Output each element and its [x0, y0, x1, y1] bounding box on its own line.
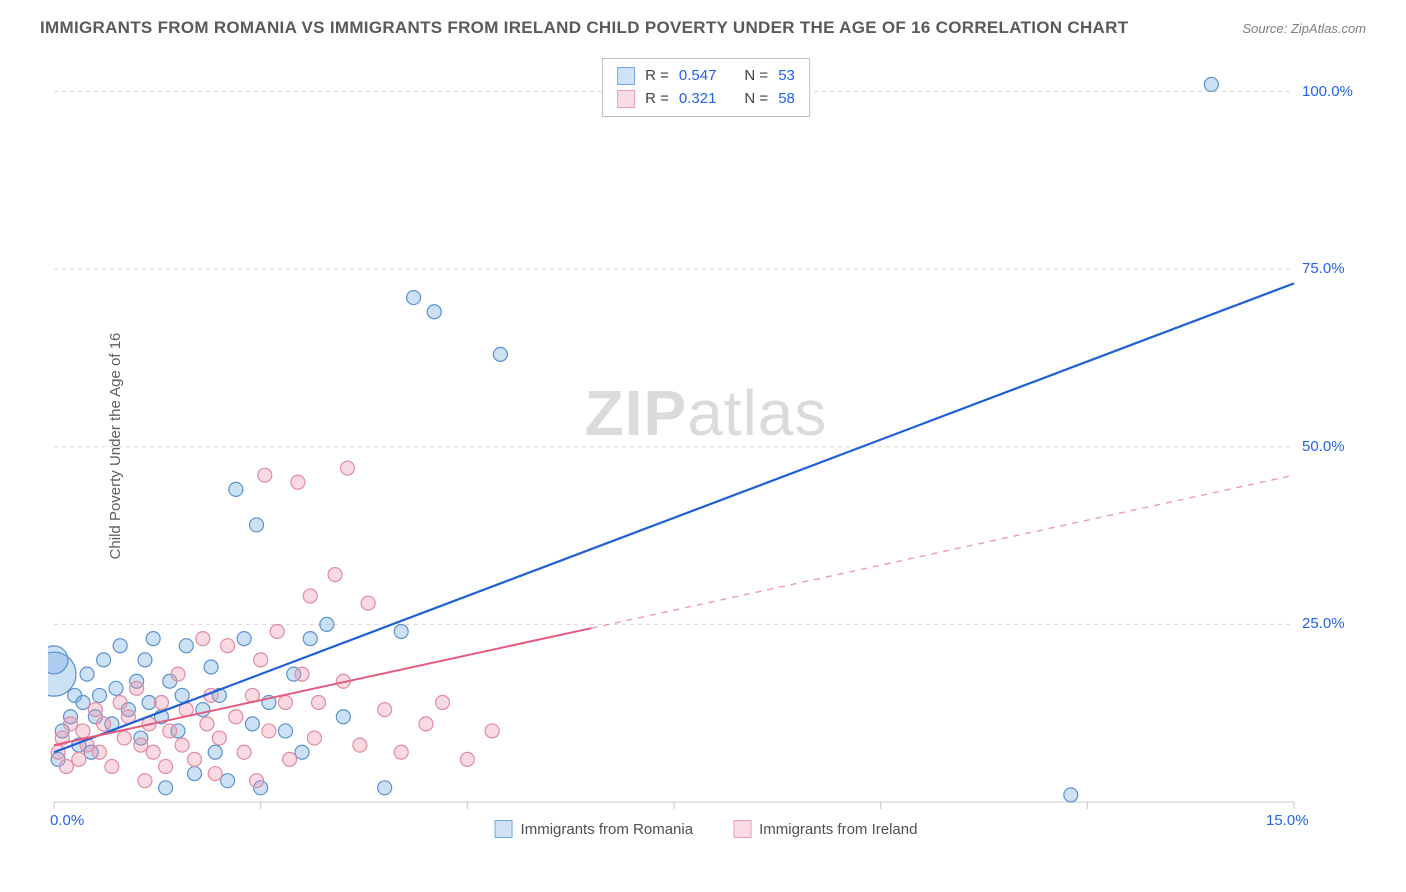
r-value: 0.321: [679, 88, 717, 111]
legend-label: Immigrants from Ireland: [759, 821, 917, 838]
legend-item: Immigrants from Ireland: [733, 820, 917, 838]
x-tick-label: 0.0%: [50, 812, 84, 829]
series-legend: Immigrants from Romania Immigrants from …: [495, 820, 918, 838]
r-label: R =: [645, 65, 669, 88]
swatch-icon: [617, 90, 635, 108]
swatch-icon: [733, 820, 751, 838]
n-label: N =: [744, 88, 768, 111]
chart-title: IMMIGRANTS FROM ROMANIA VS IMMIGRANTS FR…: [40, 18, 1128, 38]
legend-item: Immigrants from Romania: [495, 820, 694, 838]
plot-area: ZIPatlas R = 0.547 N = 53 R = 0.321 N = …: [48, 56, 1364, 832]
r-label: R =: [645, 88, 669, 111]
y-tick-label: 25.0%: [1302, 615, 1345, 632]
r-value: 0.547: [679, 65, 717, 88]
n-value: 53: [778, 65, 795, 88]
correlation-row: R = 0.547 N = 53: [617, 65, 795, 88]
x-tick-label: 15.0%: [1266, 812, 1309, 829]
correlation-row: R = 0.321 N = 58: [617, 88, 795, 111]
legend-label: Immigrants from Romania: [521, 821, 694, 838]
correlation-legend: R = 0.547 N = 53 R = 0.321 N = 58: [602, 58, 810, 117]
swatch-icon: [495, 820, 513, 838]
n-value: 58: [778, 88, 795, 111]
y-tick-label: 100.0%: [1302, 83, 1353, 100]
source-label: Source: ZipAtlas.com: [1242, 21, 1366, 36]
n-label: N =: [744, 65, 768, 88]
y-tick-label: 50.0%: [1302, 438, 1345, 455]
scatter-chart: [48, 56, 1364, 832]
swatch-icon: [617, 67, 635, 85]
y-tick-label: 75.0%: [1302, 260, 1345, 277]
